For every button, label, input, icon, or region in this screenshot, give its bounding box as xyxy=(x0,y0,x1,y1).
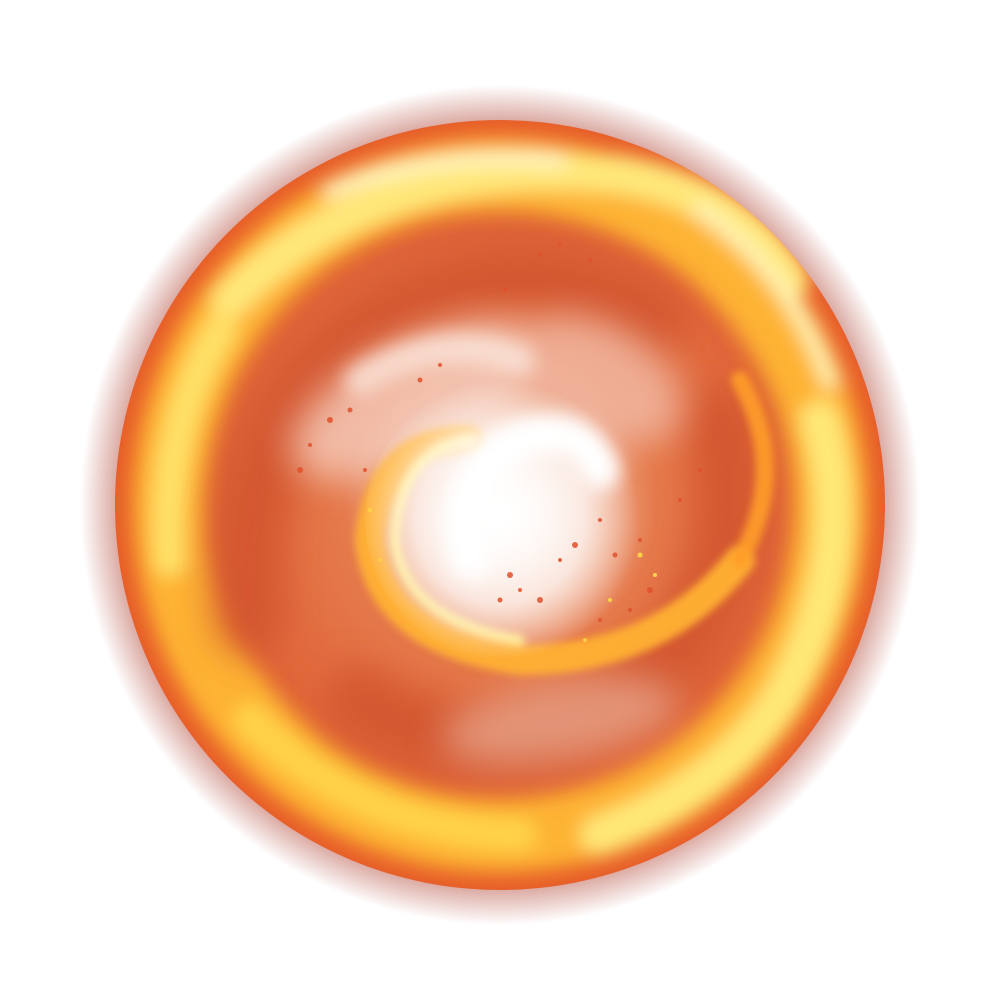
flame-rim xyxy=(135,140,865,870)
bright-sparks xyxy=(368,508,657,642)
vortex-core xyxy=(365,380,645,660)
ember-particles xyxy=(297,243,702,622)
core-streaks xyxy=(345,333,620,580)
